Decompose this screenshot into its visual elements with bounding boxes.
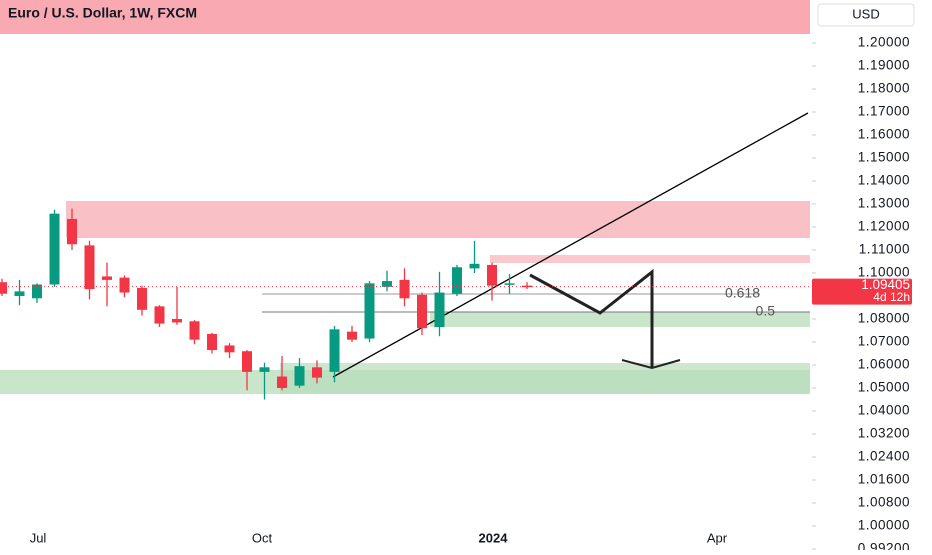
demand-zone	[280, 363, 810, 394]
price-tag-label: 1.09405	[861, 277, 910, 292]
body	[434, 292, 445, 328]
body	[329, 329, 340, 372]
chart-title: Euro / U.S. Dollar, 1W, FXCM	[8, 5, 197, 21]
x-tick-label: Oct	[252, 530, 273, 545]
y-tick-label: 0.99200	[858, 541, 910, 550]
body	[154, 306, 165, 324]
body	[364, 283, 375, 339]
y-tick-label: 1.02400	[858, 449, 910, 464]
x-tick-label: Jul	[30, 530, 47, 545]
demand-zone	[430, 312, 810, 327]
y-tick-label: 1.08000	[858, 311, 910, 326]
body	[294, 366, 305, 386]
body	[504, 283, 515, 285]
body	[452, 267, 462, 294]
y-tick-label: 1.20000	[858, 35, 910, 50]
x-tick-label: 2024	[479, 530, 509, 545]
body	[277, 376, 287, 388]
candles	[0, 208, 810, 400]
price-tag	[812, 278, 912, 305]
y-tick-label: 1.07000	[858, 334, 910, 349]
body	[399, 279, 410, 299]
body	[137, 287, 147, 310]
header-zone	[0, 0, 810, 34]
body	[207, 333, 217, 351]
body	[242, 351, 252, 372]
body	[487, 264, 497, 286]
body	[67, 218, 77, 245]
y-tick-label: 1.01600	[858, 472, 910, 487]
y-tick-label: 1.05000	[858, 380, 910, 395]
body	[172, 319, 182, 323]
body	[32, 284, 42, 299]
supply-zone	[490, 255, 810, 263]
body	[14, 291, 25, 296]
fib-label: 0.618	[725, 285, 760, 301]
y-tick-label: 1.06000	[858, 357, 910, 372]
body	[49, 213, 60, 285]
y-tick-label: 1.16000	[858, 127, 910, 142]
currency: USD	[852, 6, 879, 21]
body	[312, 367, 322, 378]
arrow-head	[621, 359, 681, 370]
body	[522, 285, 532, 288]
y-tick-label: 1.14000	[858, 173, 910, 188]
body	[0, 282, 7, 294]
body	[224, 345, 235, 353]
body	[347, 331, 357, 340]
fib-label: 0.5	[756, 303, 776, 319]
x-tick-label: Apr	[707, 530, 728, 545]
body	[469, 263, 480, 269]
body	[119, 277, 130, 293]
y-tick-label: 1.13000	[858, 196, 910, 211]
countdown: 4d 12h	[873, 290, 910, 304]
price-axis	[812, 0, 932, 550]
y-tick-label: 1.19000	[858, 58, 910, 73]
body	[84, 245, 95, 290]
body	[417, 294, 427, 329]
y-tick-label: 1.10000	[858, 265, 910, 280]
body	[102, 276, 112, 280]
y-tick-label: 1.04000	[858, 403, 910, 418]
axis-labels: 1.20000 1.19000 1.18000 1.17000 1.16000 1.150…	[30, 35, 912, 555]
y-tick-label: 1.11000	[859, 242, 910, 257]
y-tick-label: 1.17000	[858, 104, 910, 119]
y-tick-label: 1.12000	[858, 219, 910, 234]
y-tick-label: 1.03200	[858, 426, 910, 441]
currency-box	[817, 3, 915, 27]
body	[382, 281, 392, 287]
y-tick-label: 1.00000	[858, 518, 910, 533]
y-tick-label: 1.18000	[858, 81, 910, 96]
y-tick-label: 1.00800	[858, 495, 910, 510]
projection	[529, 268, 654, 368]
trendline	[332, 112, 809, 378]
supply-zone	[66, 201, 810, 238]
y-tick-label: 1.15000	[858, 150, 910, 165]
body	[189, 321, 200, 340]
body	[259, 367, 270, 372]
